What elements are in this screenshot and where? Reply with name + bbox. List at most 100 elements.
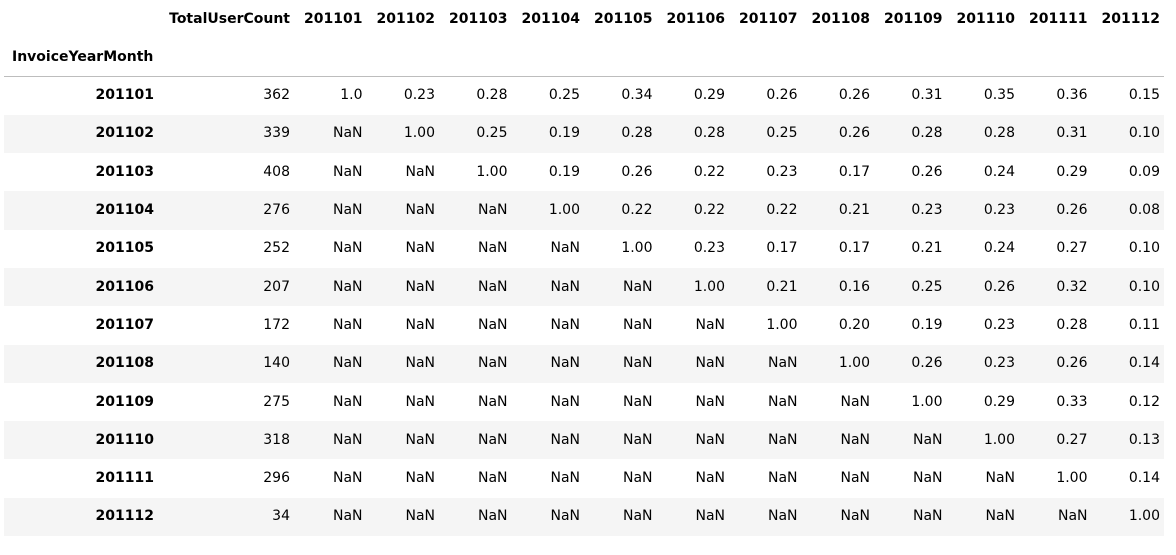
retention-cell: 0.20 — [838, 316, 870, 333]
retention-cell: NaN — [767, 431, 798, 448]
retention-cell: NaN — [405, 508, 435, 525]
column-header: TotalUserCount — [169, 10, 290, 27]
retention-cell: 0.28 — [1056, 316, 1088, 333]
column-header: 201104 — [521, 10, 580, 27]
column-header: 201106 — [666, 10, 725, 27]
corner-cell — [4, 0, 158, 38]
retention-cell: NaN — [840, 508, 870, 525]
retention-cell: 0.34 — [621, 87, 653, 104]
retention-cell: 0.26 — [766, 87, 798, 104]
retention-cell: NaN — [912, 431, 943, 448]
retention-cell: 0.23 — [693, 240, 725, 257]
retention-cell: 0.08 — [1128, 202, 1160, 219]
retention-cell: NaN — [695, 355, 725, 372]
retention-cell: NaN — [840, 470, 870, 487]
retention-cell: 0.29 — [693, 87, 725, 104]
retention-cell: NaN — [332, 240, 363, 257]
total-user-count-cell: 318 — [263, 431, 290, 448]
retention-cell: 0.17 — [838, 240, 870, 257]
retention-cell: NaN — [550, 240, 580, 257]
retention-cell: NaN — [405, 393, 435, 410]
retention-cell: 1.00 — [1128, 508, 1160, 525]
table-row: 201108 140 NaN NaN NaN NaN NaN NaN NaN 1.00 0.26 0.… — [4, 344, 1164, 383]
column-header: 201101 — [304, 10, 363, 27]
retention-cell: 0.35 — [983, 87, 1015, 104]
retention-cell: 0.16 — [838, 278, 870, 295]
blank-header-cell — [657, 38, 730, 77]
row-index-label: 201101 — [95, 87, 154, 104]
table-row: 201110 318 NaN NaN NaN NaN NaN NaN NaN NaN NaN 1.00… — [4, 421, 1164, 460]
retention-cell: 1.00 — [983, 431, 1015, 448]
retention-cell: 1.00 — [403, 125, 435, 142]
total-user-count-cell: 276 — [263, 202, 290, 219]
row-index-label: 201110 — [95, 431, 154, 448]
retention-cell: 0.33 — [1056, 393, 1088, 410]
blank-header-cell — [729, 38, 802, 77]
retention-cell: 0.23 — [983, 316, 1015, 333]
retention-cell: 0.25 — [548, 87, 580, 104]
retention-cell: 1.00 — [1056, 470, 1088, 487]
total-user-count-cell: 408 — [263, 163, 290, 180]
retention-cell: 0.32 — [1056, 278, 1088, 295]
blank-header-cell — [1019, 38, 1092, 77]
retention-cell: 0.28 — [693, 125, 725, 142]
row-index-label: 201107 — [95, 316, 154, 333]
row-index-label: 201108 — [95, 355, 154, 372]
retention-cell: 0.22 — [621, 202, 653, 219]
retention-cell: 0.23 — [911, 202, 943, 219]
table-row: 201112 34 NaN NaN NaN NaN NaN NaN NaN NaN NaN NaN Na… — [4, 497, 1164, 537]
retention-cell: 0.22 — [693, 202, 725, 219]
index-name-row: InvoiceYearMonth — [4, 38, 1164, 77]
retention-cell: NaN — [550, 316, 580, 333]
retention-cell: 0.23 — [766, 163, 798, 180]
retention-cell: NaN — [332, 125, 363, 142]
retention-cell: 1.00 — [911, 393, 943, 410]
table-row: 201106 207 NaN NaN NaN NaN NaN 1.00 0.21 0.16 0.25… — [4, 267, 1164, 307]
retention-cell: NaN — [550, 278, 580, 295]
retention-cell: 0.26 — [1056, 355, 1088, 372]
row-index-label: 201102 — [95, 125, 154, 142]
retention-cell: NaN — [477, 240, 508, 257]
row-index-label: 201109 — [95, 393, 154, 410]
total-user-count-cell: 172 — [263, 316, 290, 333]
row-index-label: 201111 — [95, 470, 154, 487]
retention-cell: 1.00 — [693, 278, 725, 295]
retention-cell: NaN — [477, 316, 508, 333]
retention-cell: NaN — [985, 470, 1015, 487]
retention-cell: NaN — [477, 278, 508, 295]
retention-cell: 0.22 — [766, 202, 798, 219]
blank-header-cell — [439, 38, 512, 77]
table-row: 201105 252 NaN NaN NaN NaN 1.00 0.23 0.17 0.17 0.2… — [4, 229, 1164, 268]
retention-cell: NaN — [912, 470, 943, 487]
blank-header-cell — [512, 38, 585, 77]
retention-cell: NaN — [332, 316, 363, 333]
column-header: 201103 — [449, 10, 508, 27]
retention-cell: 0.22 — [693, 163, 725, 180]
column-header: 201102 — [376, 10, 435, 27]
retention-cell: NaN — [622, 508, 653, 525]
retention-cell: 0.28 — [476, 87, 508, 104]
total-user-count-cell: 275 — [263, 393, 290, 410]
column-header: 201109 — [884, 10, 943, 27]
blank-header-cell — [947, 38, 1020, 77]
retention-cell: NaN — [550, 470, 580, 487]
total-user-count-cell: 207 — [263, 278, 290, 295]
retention-cell: 0.23 — [983, 202, 1015, 219]
table-row: 201109 275 NaN NaN NaN NaN NaN NaN NaN NaN 1.00 0.2… — [4, 382, 1164, 422]
retention-cell: 0.36 — [1056, 87, 1088, 104]
row-index-label: 201112 — [95, 508, 154, 525]
retention-cell: NaN — [405, 470, 435, 487]
retention-cell: 0.31 — [911, 87, 943, 104]
retention-cell: 0.17 — [838, 163, 870, 180]
table-row: 201104 276 NaN NaN NaN 1.00 0.22 0.22 0.22 0.21 0.… — [4, 191, 1164, 230]
retention-cell: 0.28 — [621, 125, 653, 142]
column-header: 201110 — [956, 10, 1015, 27]
table-row: 201107 172 NaN NaN NaN NaN NaN NaN 1.00 0.20 0.19 0… — [4, 306, 1164, 345]
retention-cell: NaN — [477, 508, 508, 525]
total-user-count-cell: 296 — [263, 470, 290, 487]
retention-cell: 0.29 — [1056, 163, 1088, 180]
column-header: 201108 — [811, 10, 870, 27]
retention-cell: NaN — [477, 470, 508, 487]
blank-header-cell — [1092, 38, 1165, 77]
retention-cell: 1.00 — [838, 355, 870, 372]
